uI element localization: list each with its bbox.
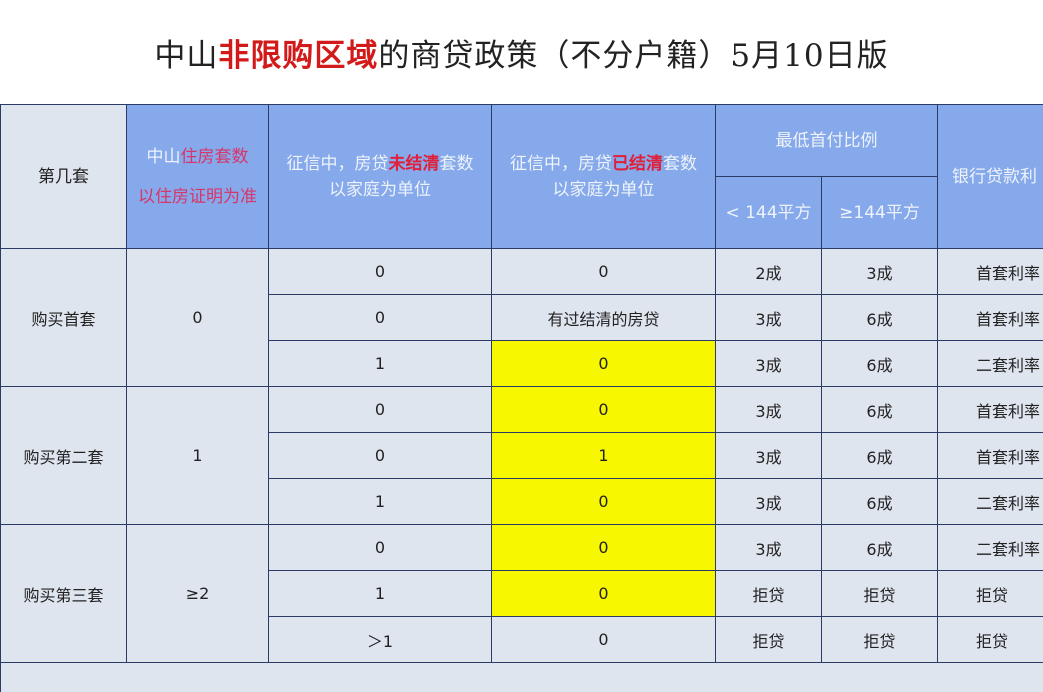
- group-label: 购买第三套: [0, 524, 127, 663]
- header-unsettled-d: 以家庭为单位: [329, 179, 431, 200]
- group-houses: ≥2: [126, 524, 269, 663]
- title-suffix: 的商贷政策（不分户籍）5月10日版: [378, 37, 889, 74]
- table-row: ＞1 0 拒贷 拒贷 拒贷: [1, 616, 1043, 663]
- cell-down-large: 拒贷: [821, 570, 938, 617]
- cell-down-small: 3成: [715, 294, 822, 341]
- table-row: 0 有过结清的房贷 3成 6成 首套利率: [1, 294, 1043, 341]
- cell-down-large: 6成: [821, 340, 938, 387]
- cell-unsettled: 0: [268, 294, 492, 341]
- cell-unsettled: ＞1: [268, 616, 492, 663]
- header-houses: 中山住房套数 以住房证明为准: [126, 104, 269, 249]
- cell-rate: 首套利率: [937, 386, 1043, 433]
- cell-down-large: 6成: [821, 294, 938, 341]
- group-houses: 0: [126, 248, 269, 387]
- cell-rate: 首套利率: [937, 294, 1043, 341]
- header-settled: 征信中，房贷已结清套数 以家庭为单位: [491, 104, 716, 249]
- footer-cell: [0, 662, 1043, 692]
- cell-unsettled: 0: [268, 432, 492, 479]
- cell-down-small: 2成: [715, 248, 822, 295]
- cell-rate: 首套利率: [937, 432, 1043, 479]
- cell-settled: 0: [491, 478, 716, 525]
- header-settled-b: 已结清: [612, 153, 663, 174]
- cell-settled: 0: [491, 524, 716, 571]
- cell-rate: 二套利率: [937, 524, 1043, 571]
- cell-settled: 0: [491, 386, 716, 433]
- cell-down-small: 3成: [715, 340, 822, 387]
- cell-down-large: 6成: [821, 524, 938, 571]
- cell-down-large: 拒贷: [821, 616, 938, 663]
- group-label: 购买首套: [0, 248, 127, 387]
- cell-down-small: 拒贷: [715, 570, 822, 617]
- policy-table: 第几套 中山住房套数 以住房证明为准 征信中，房贷未结清套数 以家庭为单位 征信…: [0, 104, 1043, 692]
- cell-settled: 0: [491, 616, 716, 663]
- header-unsettled: 征信中，房贷未结清套数 以家庭为单位: [268, 104, 492, 249]
- cell-rate: 首套利率: [937, 248, 1043, 295]
- cell-down-small: 3成: [715, 478, 822, 525]
- cell-down-small: 拒贷: [715, 616, 822, 663]
- header-rate: 银行贷款利: [937, 104, 1043, 249]
- table-footer-strip: [0, 662, 1043, 692]
- cell-down-large: 6成: [821, 386, 938, 433]
- cell-settled: 0: [491, 248, 716, 295]
- cell-rate: 拒贷: [937, 570, 1043, 617]
- header-settled-d: 以家庭为单位: [552, 179, 655, 200]
- cell-unsettled: 0: [268, 248, 492, 295]
- table-row: 1 0 3成 6成 二套利率: [1, 340, 1043, 387]
- cell-settled: 有过结清的房贷: [491, 294, 716, 341]
- cell-settled: 0: [491, 340, 716, 387]
- cell-down-large: 6成: [821, 432, 938, 479]
- cell-settled: 0: [491, 570, 716, 617]
- header-houses-c: 以住房证明为准: [138, 186, 257, 207]
- cell-down-small: 3成: [715, 386, 822, 433]
- header-houses-b: 住房套数: [180, 146, 249, 167]
- table-row: 购买首套 0 0 0 2成 3成 首套利率: [0, 248, 1043, 387]
- cell-down-large: 3成: [821, 248, 938, 295]
- header-down-large: ≥144平方: [821, 176, 938, 249]
- table-row: 购买第三套 ≥2 0 0 3成 6成 二套利率: [0, 524, 1043, 663]
- table-row: 0 1 3成 6成 首套利率: [1, 432, 1043, 479]
- header-unsettled-a: 征信中，房贷: [286, 153, 389, 174]
- cell-unsettled: 1: [268, 570, 492, 617]
- title-prefix: 中山: [154, 37, 219, 74]
- cell-down-small: 3成: [715, 524, 822, 571]
- title-highlight: 非限购区域: [218, 37, 379, 74]
- group-label: 购买第二套: [0, 386, 127, 525]
- cell-unsettled: 0: [268, 386, 492, 433]
- header-down-small: < 144平方: [715, 176, 822, 249]
- cell-unsettled: 1: [268, 478, 492, 525]
- cell-rate: 二套利率: [937, 340, 1043, 387]
- group-houses: 1: [126, 386, 269, 525]
- cell-unsettled: 1: [268, 340, 492, 387]
- header-settled-c: 套数: [663, 153, 697, 174]
- table-row: 1 0 3成 6成 二套利率: [1, 478, 1043, 525]
- header-set: 第几套: [0, 104, 127, 249]
- header-settled-a: 征信中，房贷: [510, 153, 612, 174]
- header-unsettled-b: 未结清: [388, 153, 440, 174]
- header-houses-a: 中山: [146, 146, 181, 167]
- cell-rate: 二套利率: [937, 478, 1043, 525]
- cell-rate: 拒贷: [937, 616, 1043, 663]
- header-down-payment: 最低首付比例: [715, 104, 938, 177]
- policy-table-container: 第几套 中山住房套数 以住房证明为准 征信中，房贷未结清套数 以家庭为单位 征信…: [0, 104, 1043, 692]
- table-row: 购买第二套 1 0 0 3成 6成 首套利率: [0, 386, 1043, 525]
- cell-down-small: 3成: [715, 432, 822, 479]
- cell-settled: 1: [491, 432, 716, 479]
- header-unsettled-c: 套数: [439, 153, 474, 174]
- cell-down-large: 6成: [821, 478, 938, 525]
- cell-unsettled: 0: [268, 524, 492, 571]
- page-title: 中山 非限购区域 的商贷政策（不分户籍）5月10日版: [0, 0, 1043, 104]
